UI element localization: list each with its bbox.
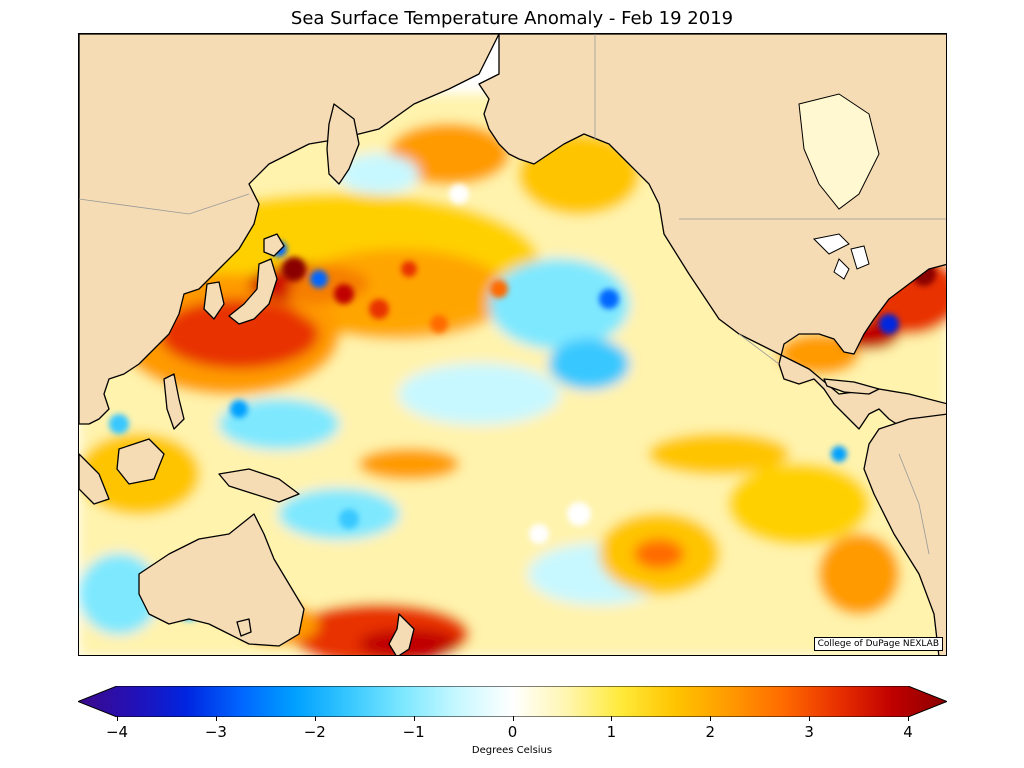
colorbar-tick-mark	[908, 716, 909, 721]
colorbar-tick-label: −3	[204, 723, 227, 741]
colorbar-tick-label: 1	[606, 723, 617, 741]
colorbar-tick-mark	[413, 716, 415, 721]
new-guinea-landmass	[218, 468, 300, 503]
chart-title: Sea Surface Temperature Anomaly - Feb 19…	[290, 8, 734, 29]
tasmania-landmass	[236, 618, 252, 637]
colorbar-tick-mark	[809, 716, 811, 721]
japan-landmass	[228, 258, 278, 325]
colorbar	[78, 686, 947, 717]
colorbar-bar	[78, 686, 947, 717]
colorbar-tick-mark	[611, 716, 613, 721]
hudson-bay	[798, 93, 880, 210]
political-borders	[79, 34, 946, 555]
credit-label: College of DuPage NEXLAB	[813, 637, 943, 651]
colorbar-tick-label: 2	[705, 723, 716, 741]
korea-landmass	[203, 281, 225, 320]
colorbar-tick-label: −4	[105, 723, 129, 741]
australia-landmass	[138, 513, 305, 647]
colorbar-tick-mark	[314, 716, 316, 721]
colorbar-units-label: Degrees Celsius	[471, 745, 553, 756]
colorbar-tick-label: −2	[303, 723, 326, 741]
colorbar-tick-label: 0	[507, 723, 518, 741]
cuba-landmass	[823, 378, 880, 395]
great-lakes	[812, 233, 870, 280]
sst-anomaly-map: College of DuPage NEXLAB	[78, 33, 947, 656]
colorbar-tick-mark	[117, 716, 118, 721]
colorbar-tick-mark	[710, 716, 712, 721]
borneo-landmass	[116, 438, 165, 485]
colorbar-tick-mark	[512, 716, 514, 721]
hokkaido-landmass	[263, 233, 285, 257]
colorbar-tick-mark	[215, 716, 217, 721]
asia-landmass	[79, 34, 500, 425]
map-svg	[79, 34, 946, 655]
sumatra-landmass	[79, 453, 110, 505]
colorbar-tick-label: −1	[402, 723, 425, 741]
philippines-landmass	[163, 373, 185, 430]
south-america-landmass	[863, 413, 946, 655]
kamchatka-landmass	[326, 103, 360, 185]
new-zealand-landmass	[388, 613, 415, 655]
colorbar-tick-label: 3	[804, 723, 814, 741]
colorbar-tick-label: 4	[903, 723, 913, 741]
